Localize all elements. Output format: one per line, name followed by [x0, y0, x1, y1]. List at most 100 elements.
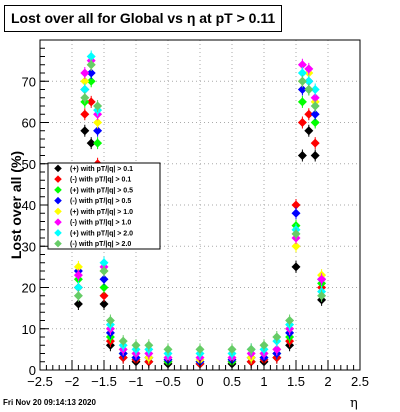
y-axis-label: Lost over all (%) [8, 151, 24, 259]
y-tick-label: 40 [22, 198, 36, 213]
x-tick-label: −2.5 [27, 374, 53, 389]
series-8 [73, 58, 327, 356]
data-point [99, 291, 109, 301]
data-point [304, 64, 314, 74]
data-point [93, 126, 103, 136]
data-point [99, 266, 109, 276]
x-tick-label: 0 [196, 374, 203, 389]
x-tick-label: 1 [260, 374, 267, 389]
x-tick-label: −1 [129, 374, 144, 389]
data-point [291, 262, 301, 272]
data-point [317, 274, 327, 284]
legend-entry: (-) with pT/|q| > 0.5 [70, 198, 131, 205]
x-tick-label: −1.5 [91, 374, 117, 389]
y-tick-label: 10 [22, 322, 36, 337]
data-point [297, 68, 307, 78]
data-point [304, 85, 314, 94]
legend-marker [54, 229, 62, 237]
data-point [93, 118, 103, 127]
legend-entry: (+) with pT/|q| > 0.5 [70, 187, 133, 194]
data-point [297, 151, 307, 160]
data-point [304, 109, 314, 119]
data-point [291, 208, 301, 218]
data-point [99, 258, 109, 268]
data-layer [73, 50, 327, 370]
data-point [310, 151, 320, 160]
data-point [86, 60, 96, 70]
data-point [80, 85, 90, 94]
y-tick-label: 70 [22, 74, 36, 89]
data-point [73, 299, 83, 309]
data-point [297, 118, 307, 127]
chart-title: Lost over all for Global vs η at pT > 0.… [4, 5, 282, 32]
data-point [86, 97, 96, 107]
data-point [297, 76, 307, 86]
y-tick-label: 60 [22, 116, 36, 131]
data-point [99, 299, 109, 309]
data-point [80, 109, 90, 119]
data-point [86, 138, 96, 148]
legend-entry: (-) with pT/|q| > 0.1 [70, 177, 131, 184]
legend: (+) with pT/|q| > 0.1 (-) with pT/|q| > 0… [47, 162, 161, 250]
data-point [80, 68, 90, 78]
data-point [285, 316, 295, 325]
data-point [310, 93, 320, 103]
legend-entry: (-) with pT/|q| > 1.0 [70, 220, 131, 227]
grid-layer [39, 40, 361, 370]
data-point [73, 291, 83, 301]
data-point [304, 76, 314, 86]
data-point [73, 270, 83, 280]
data-point [291, 229, 301, 239]
data-point [291, 200, 301, 210]
y-tick-label: 50 [22, 157, 36, 172]
data-point [297, 97, 307, 107]
x-tick-label: −0.5 [155, 374, 181, 389]
data-point [259, 340, 269, 350]
data-point [93, 101, 103, 111]
legend-entry: (-) with pT/|q| > 2.0 [70, 241, 131, 248]
y-tick-label: 20 [22, 281, 36, 296]
x-tick-label: 2 [324, 374, 331, 389]
data-point [195, 344, 205, 354]
data-point [73, 262, 83, 272]
data-point [93, 138, 103, 148]
legend-entry: (+) with pT/|q| > 1.0 [70, 209, 133, 216]
legend-marker [54, 218, 62, 226]
legend-marker [54, 239, 62, 248]
y-tick-label: 0 [29, 363, 36, 378]
data-point [246, 344, 256, 354]
legend-entry: (+) with pT/|q| > 2.0 [70, 230, 133, 237]
data-point [310, 118, 320, 127]
data-point [131, 340, 141, 350]
data-point [80, 126, 90, 136]
x-tick-label: 0.5 [223, 374, 241, 389]
data-point [310, 138, 320, 148]
legend-box [47, 162, 161, 250]
data-point [86, 68, 96, 78]
data-point [304, 126, 314, 136]
y-tick-label: 30 [22, 239, 36, 254]
data-point [317, 291, 327, 301]
footer-timestamp: Fri Nov 20 09:14:13 2020 [3, 398, 96, 407]
x-tick-label: 2.5 [351, 374, 369, 389]
data-point [291, 241, 301, 251]
legend-marker [54, 196, 62, 205]
legend-marker [54, 164, 62, 173]
data-point [297, 60, 307, 70]
data-point [105, 316, 115, 325]
legend-marker [54, 175, 62, 183]
legend-marker [54, 186, 62, 194]
data-point [80, 93, 90, 103]
data-point [163, 344, 173, 354]
data-point [118, 336, 128, 346]
data-point [99, 283, 109, 292]
data-point [144, 340, 154, 350]
data-point [272, 344, 282, 354]
data-point [86, 52, 96, 61]
data-point [86, 76, 96, 86]
axis-layer: −2.5 −2 −1.5 −1 −0.5 0 0.5 1 1.5 2 2.5 0 10 20 30 40 50 6… [22, 39, 369, 389]
x-tick-label: −2 [65, 374, 80, 389]
data-point [73, 283, 83, 292]
legend-marker [54, 207, 62, 216]
